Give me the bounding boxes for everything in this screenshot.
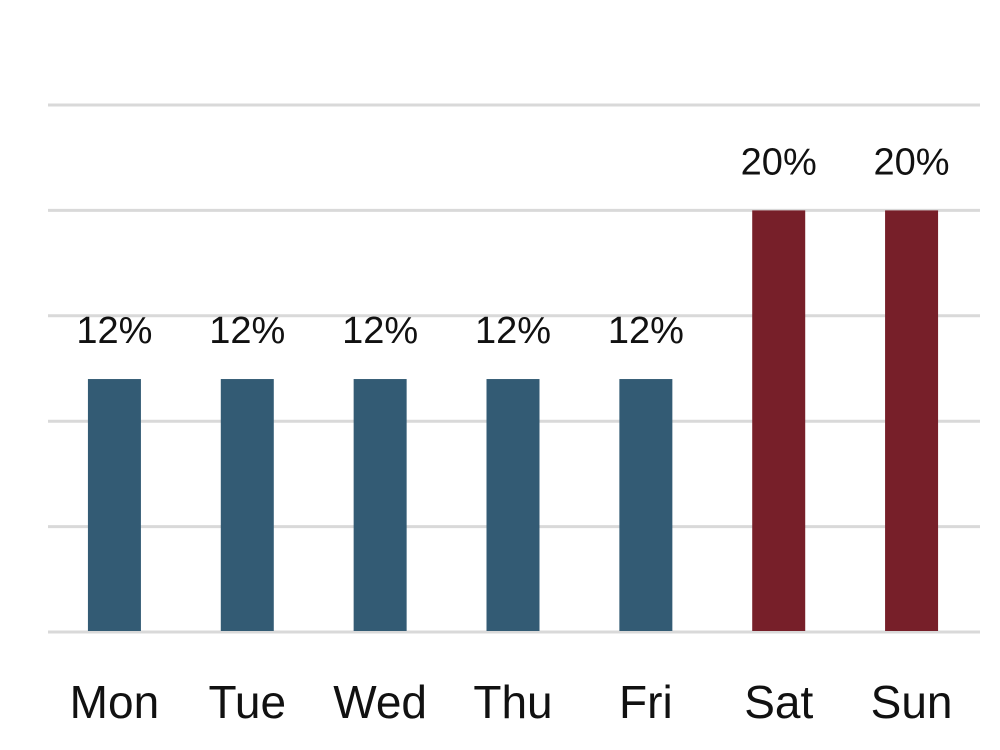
bar-tue <box>220 379 274 631</box>
x-tick-sat: Sat <box>744 676 813 728</box>
bar-sat <box>752 210 806 631</box>
bars <box>87 210 939 631</box>
x-axis-tick-labels: Mon Tue Wed Thu Fri Sat Sun <box>70 676 953 728</box>
bar-fri <box>619 379 673 631</box>
data-label-tue: 12% <box>209 310 285 352</box>
bar-mon <box>87 379 141 631</box>
data-label-sun: 20% <box>874 141 950 183</box>
bar-thu <box>486 379 540 631</box>
data-labels: 12% 12% 12% 12% 12% 20% 20% <box>76 141 949 352</box>
x-tick-fri: Fri <box>619 676 673 728</box>
data-label-wed: 12% <box>342 310 418 352</box>
x-tick-tue: Tue <box>209 676 287 728</box>
data-label-thu: 12% <box>475 310 551 352</box>
data-label-sat: 20% <box>741 141 817 183</box>
data-label-mon: 12% <box>76 310 152 352</box>
x-tick-thu: Thu <box>473 676 552 728</box>
bar-wed <box>353 379 407 631</box>
x-tick-wed: Wed <box>333 676 427 728</box>
x-tick-mon: Mon <box>70 676 159 728</box>
data-label-fri: 12% <box>608 310 684 352</box>
x-tick-sun: Sun <box>871 676 953 728</box>
bar-sun <box>885 210 939 631</box>
